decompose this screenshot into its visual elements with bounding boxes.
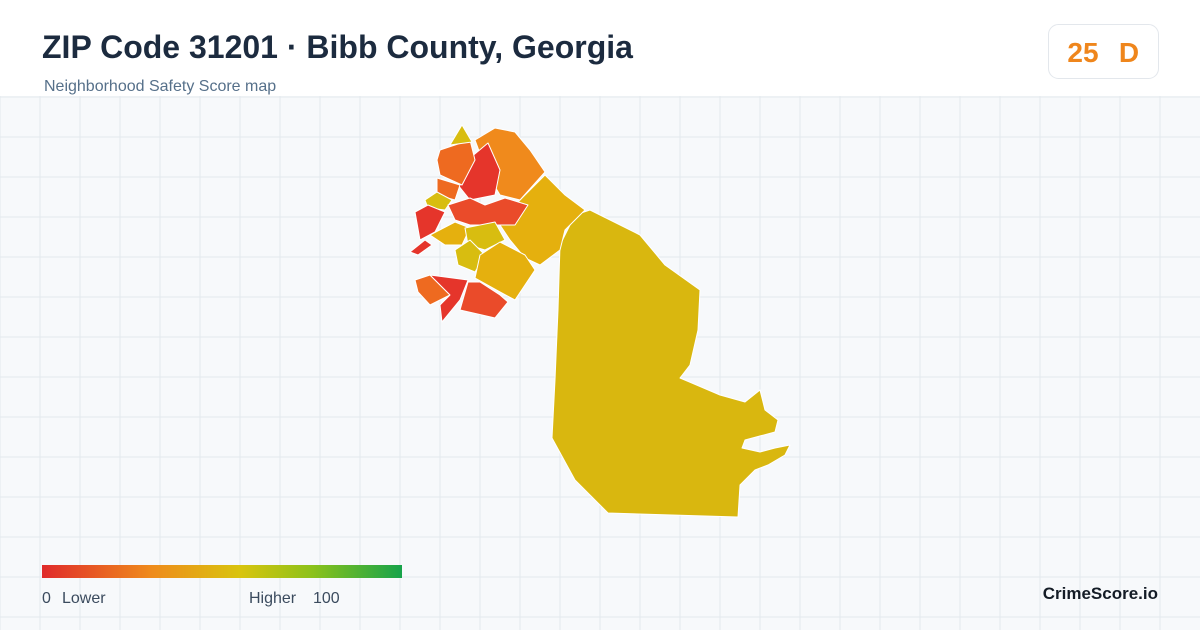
map-region (459, 281, 509, 319)
legend-low-label: Lower (62, 590, 106, 607)
map-region (474, 241, 536, 301)
legend-max: 100 (313, 590, 340, 607)
legend: 0 Lower Higher 100 (42, 565, 402, 607)
score-value: 25 (1067, 37, 1098, 68)
title: ZIP Code 31201 · Bibb County, Georgia (42, 29, 633, 65)
map-region (414, 274, 451, 306)
map-region (551, 209, 791, 518)
legend-high-label: Higher (249, 590, 297, 607)
brand: CrimeScore.io (1043, 584, 1158, 603)
subtitle: Neighborhood Safety Score map (44, 78, 276, 95)
map-region (436, 177, 461, 201)
score-badge-box (1048, 24, 1159, 79)
zip-map (409, 124, 791, 518)
map-region (499, 174, 586, 266)
score-badge: 25 D (1048, 24, 1159, 79)
map-region (447, 197, 529, 226)
score-grade: D (1119, 37, 1139, 68)
map-region (409, 239, 433, 256)
map-region (414, 204, 446, 241)
legend-gradient (42, 565, 402, 578)
map-region (429, 274, 469, 323)
legend-min: 0 (42, 590, 51, 607)
map-region (449, 124, 473, 146)
